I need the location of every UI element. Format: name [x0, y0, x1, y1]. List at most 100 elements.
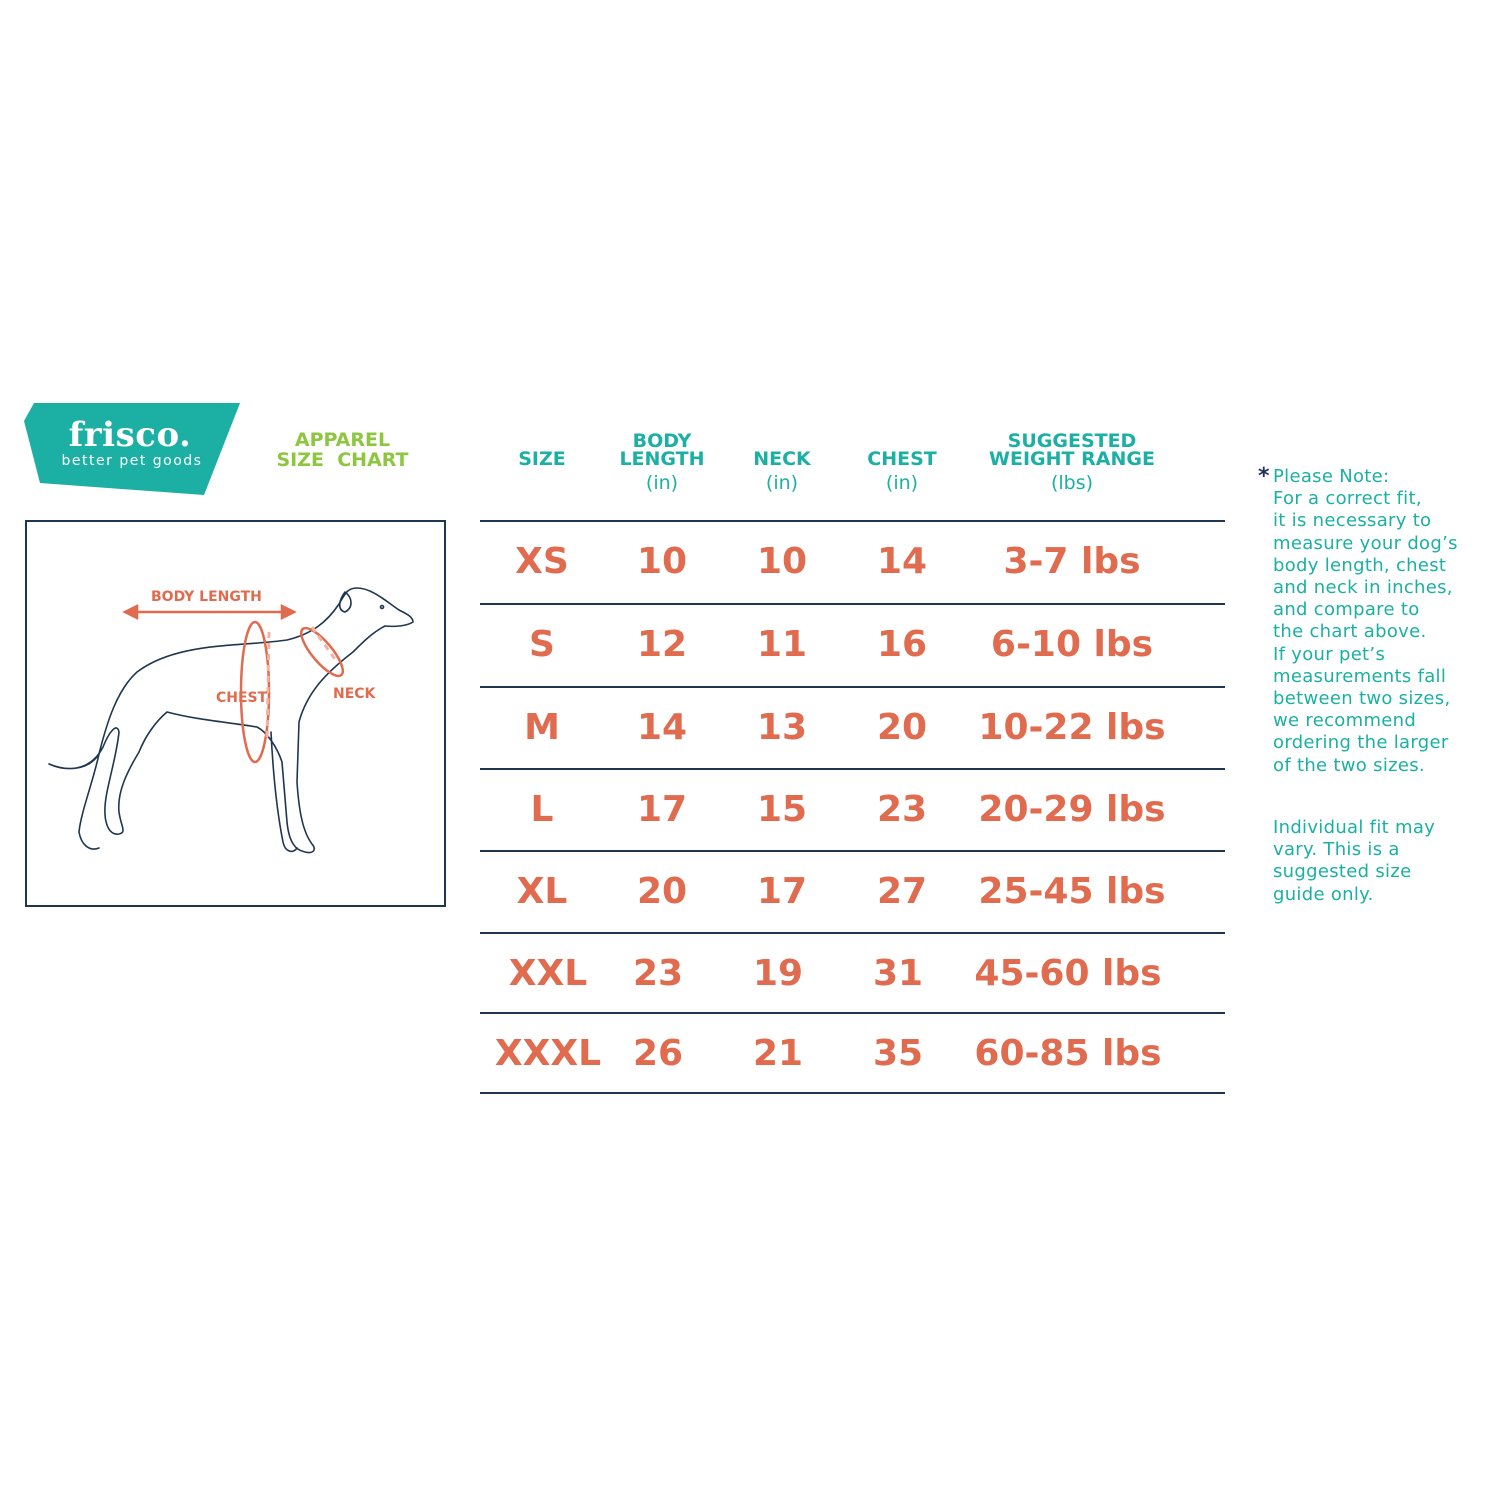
cell-body-length: 20: [636, 871, 688, 912]
header-text: SIZE: [518, 448, 566, 470]
note-line: Please Note:: [1273, 466, 1390, 487]
page-title: APPAREL SIZE CHART: [270, 430, 415, 470]
cell-weight-range: 6-10 lbs: [990, 624, 1154, 665]
asterisk: *: [1258, 464, 1270, 489]
cell-size: XXL: [508, 953, 588, 994]
header-unit: (in): [765, 472, 799, 494]
frisco-logo: frisco. better pet goods: [24, 403, 242, 496]
table-row: XL 20 17 27 25-45 lbs: [480, 851, 1225, 933]
title-line-1: APPAREL: [294, 429, 391, 451]
note-line: For a correct fit,: [1273, 488, 1422, 510]
cell-neck: 11: [756, 624, 808, 665]
cell-body-length: 12: [636, 624, 688, 665]
header-text: SUGGESTED: [1007, 430, 1137, 452]
note-line: ordering the larger: [1273, 732, 1449, 754]
cell-neck: 17: [756, 871, 808, 912]
cell-size: XXXL: [494, 1033, 602, 1074]
header-text: WEIGHT RANGE: [989, 448, 1155, 470]
title-line-2: SIZE CHART: [276, 449, 409, 471]
note-line: and neck in inches,: [1273, 577, 1453, 599]
note-line: If your pet’s: [1273, 643, 1386, 665]
cell-body-length: 17: [636, 789, 688, 830]
logo-badge-shape: [24, 403, 240, 495]
cell-body-length: 26: [632, 1033, 684, 1074]
chest-label: CHEST: [216, 690, 268, 706]
cell-body-length: 14: [636, 707, 688, 748]
note-line: body length, chest: [1273, 554, 1447, 576]
header-text: BODY: [632, 430, 692, 452]
note-line: we recommend: [1273, 710, 1417, 732]
note-line: between two sizes,: [1273, 688, 1451, 710]
dog-illustration: [48, 587, 414, 854]
table-row: XXL 23 19 31 45-60 lbs: [480, 933, 1225, 1015]
disclaimer-note: Individual fit may vary. This is a suggest…: [1273, 817, 1493, 906]
cell-neck: 19: [752, 953, 804, 994]
cell-neck: 10: [756, 541, 808, 582]
dog-measurement-diagram: BODY LENGTH CHEST NECK: [25, 520, 446, 907]
header-weight-range: SUGGESTED WEIGHT RANGE (lbs): [972, 430, 1172, 494]
row-divider: [480, 686, 1225, 688]
note-line: measurements fall: [1273, 665, 1447, 687]
disclaimer-line: suggested size: [1273, 861, 1412, 883]
note-line: of the two sizes.: [1273, 754, 1425, 776]
row-divider: [480, 932, 1225, 934]
brand-tagline: better pet goods: [61, 453, 203, 469]
row-divider: [480, 1092, 1225, 1094]
row-divider: [480, 1012, 1225, 1014]
neck-label: NECK: [333, 686, 376, 702]
row-divider: [480, 520, 1225, 522]
table-row: XXXL 26 21 35 60-85 lbs: [480, 1013, 1225, 1095]
header-body-length: BODY LENGTH (in): [562, 430, 762, 494]
neck-ring: [300, 626, 344, 678]
cell-chest: 31: [872, 953, 924, 994]
row-divider: [480, 768, 1225, 770]
fit-note: Please Note: For a correct fit, it is nece…: [1273, 466, 1493, 777]
cell-chest: 16: [876, 624, 928, 665]
row-divider: [480, 603, 1225, 605]
header-unit: (in): [645, 472, 679, 494]
cell-weight-range: 10-22 lbs: [978, 707, 1166, 748]
cell-size: S: [529, 624, 555, 665]
cell-chest: 20: [876, 707, 928, 748]
cell-body-length: 23: [632, 953, 684, 994]
cell-chest: 27: [876, 871, 928, 912]
table-row: XS 10 10 14 3-7 lbs: [480, 521, 1225, 603]
header-chest: CHEST (in): [802, 432, 1002, 494]
row-divider: [480, 850, 1225, 852]
disclaimer-line: vary. This is a: [1273, 839, 1400, 861]
note-line: and compare to: [1273, 599, 1420, 621]
disclaimer-line: guide only.: [1273, 883, 1374, 905]
table-row: L 17 15 23 20-29 lbs: [480, 769, 1225, 851]
note-line: it is necessary to: [1273, 510, 1432, 532]
header-text: LENGTH: [619, 448, 705, 470]
body-length-label: BODY LENGTH: [151, 589, 262, 605]
cell-size: L: [530, 789, 554, 830]
cell-weight-range: 60-85 lbs: [974, 1033, 1162, 1074]
cell-size: M: [524, 707, 560, 748]
cell-neck: 15: [756, 789, 808, 830]
header-text: CHEST: [867, 448, 937, 470]
table-row: S 12 11 16 6-10 lbs: [480, 604, 1225, 686]
brand-name: frisco.: [68, 415, 192, 455]
cell-weight-range: 3-7 lbs: [1003, 541, 1141, 582]
dog-outline: [48, 587, 414, 854]
disclaimer-line: Individual fit may: [1273, 817, 1436, 838]
header-text: NECK: [753, 448, 811, 470]
cell-size: XS: [515, 541, 569, 582]
header-unit: (lbs): [1050, 472, 1094, 494]
cell-weight-range: 20-29 lbs: [978, 789, 1166, 830]
note-line: the chart above.: [1273, 621, 1427, 643]
cell-weight-range: 45-60 lbs: [974, 953, 1162, 994]
cell-neck: 21: [752, 1033, 804, 1074]
cell-body-length: 10: [636, 541, 688, 582]
cell-size: XL: [516, 871, 568, 912]
cell-weight-range: 25-45 lbs: [978, 871, 1166, 912]
cell-neck: 13: [756, 707, 808, 748]
table-row: M 14 13 20 10-22 lbs: [480, 687, 1225, 769]
header-unit: (in): [885, 472, 919, 494]
cell-chest: 23: [876, 789, 928, 830]
header-size: SIZE: [442, 432, 642, 474]
note-line: measure your dog’s: [1273, 532, 1458, 554]
cell-chest: 35: [872, 1033, 924, 1074]
cell-chest: 14: [876, 541, 928, 582]
